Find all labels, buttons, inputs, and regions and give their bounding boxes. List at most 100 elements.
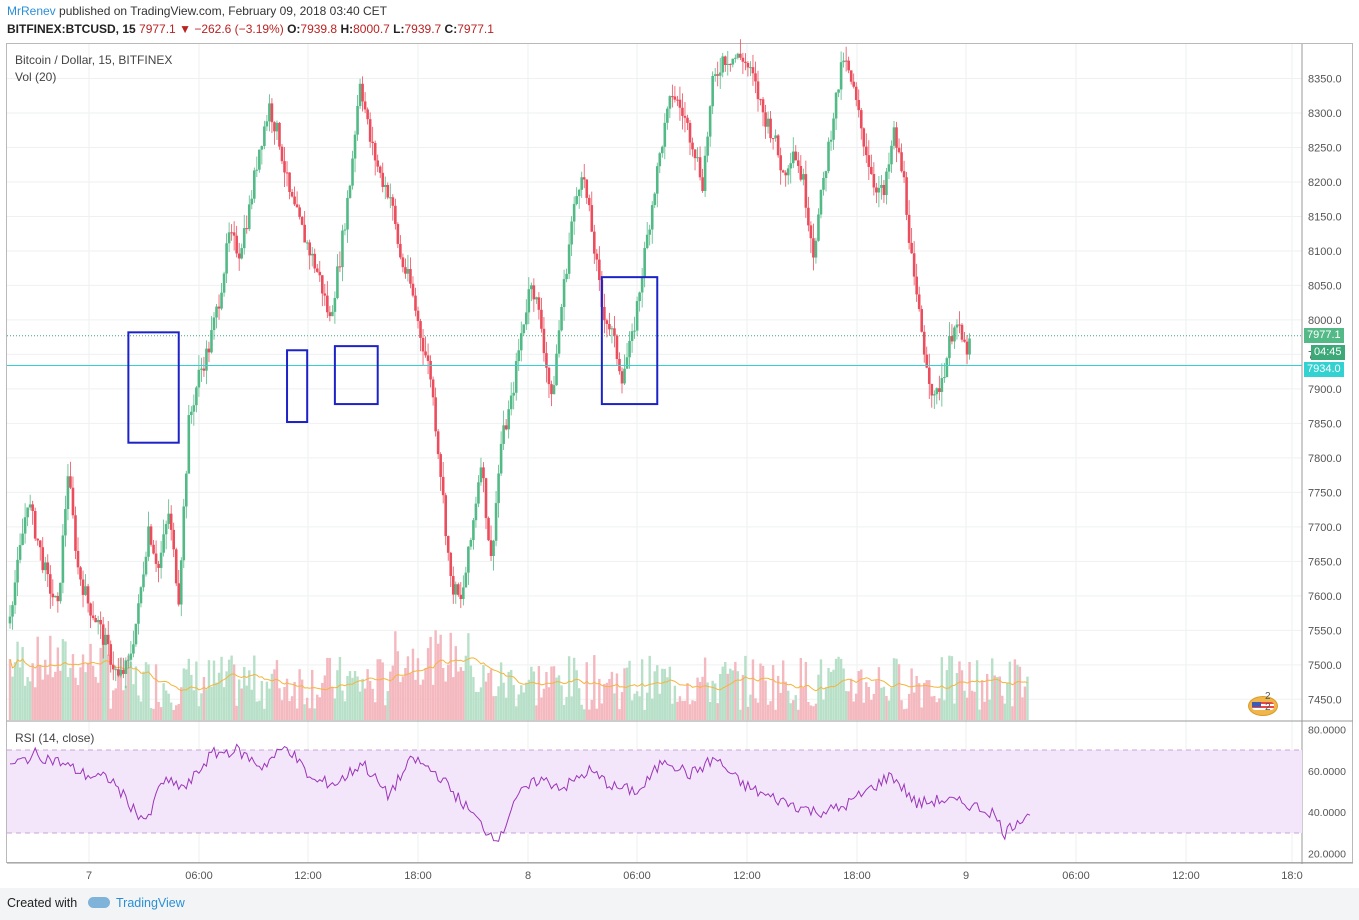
volume-bar [479,687,483,720]
volume-bar [774,709,777,720]
candle-body [454,584,458,595]
candle-body [653,193,657,206]
time-tick-label: 12:00 [1172,870,1200,882]
volume-bar [784,681,787,720]
volume-bar [983,701,986,720]
volume-bar [391,665,395,720]
volume-bar [520,685,523,720]
candle-body [154,553,158,564]
price-axis-labels: 8350.0 8300.0 8250.0 8200.0 8150.0 8100.0 8050… [1308,73,1342,706]
time-axis-labels: 7 06:00 12:00 18:00 8 06:00 12:00 18:00 9 06:00 12… [86,870,1303,882]
volume-bar [76,685,80,720]
high-label: H: [340,22,354,36]
volume-bar [164,690,168,720]
volume-bar [250,689,253,720]
candle-body [570,221,573,245]
candle-body [512,392,516,396]
volume-bar [761,665,765,720]
candle-body [859,110,863,129]
volume-bar [288,701,291,720]
candle-body [197,369,201,388]
volume-bar [736,671,740,720]
volume-bar [441,667,445,720]
series-legend[interactable]: Bitcoin / Dollar, 15, BITFINEX [15,53,173,67]
volume-bar [144,662,148,720]
volume-bar [766,704,770,720]
candle-body [313,253,317,269]
candle-body [215,306,218,318]
volume-bar [338,656,342,720]
candle-body [519,333,523,351]
volume-bar [49,635,52,720]
candle-body [439,454,442,477]
volume-bar [583,709,586,720]
volume-bar [975,660,979,720]
candle-body [76,550,80,568]
volume-bar [64,641,67,720]
candle-body [922,331,926,355]
volume-bar [371,688,374,720]
candle-body [706,136,709,156]
volume-legend[interactable]: Vol (20) [15,70,57,84]
candle-body [910,242,913,254]
candle-body [696,157,699,159]
rsi-legend[interactable]: RSI (14, close) [15,731,95,745]
volume-ma-line [9,657,1028,692]
candle-body [935,388,939,395]
volume-bar [149,707,153,720]
volume-bar [66,677,70,720]
tradingview-link[interactable]: TradingView [88,896,185,910]
candle-body [91,615,95,619]
candle-body [368,119,372,142]
candle-body [396,224,400,244]
candle-body [854,86,858,101]
candle-body [968,338,971,355]
candle-body [726,63,730,65]
volume-bar [421,679,425,720]
volume-bar [973,691,976,720]
volume-bar [739,709,742,720]
volume-bar [8,659,12,720]
volume-bar [240,688,243,720]
volume-bar [857,671,860,720]
time-tick-label: 18:00 [843,870,871,882]
volume-bar [462,670,465,720]
volume-bar [537,666,541,720]
volume-bar [555,677,558,720]
candle-body [268,103,271,122]
volume-bar [434,630,437,720]
candle-body [864,146,868,156]
candle-body [701,177,704,191]
candle-body [744,61,747,63]
volume-bar [366,669,369,720]
candle-body [844,60,848,62]
author-link[interactable]: MrRenev [7,4,56,18]
volume-bar [341,690,344,720]
candle-body [540,309,543,329]
volume-bar [719,673,722,720]
candle-body [590,205,594,232]
volume-bar [46,674,49,720]
events-marker-icon[interactable]: 2 2 [1248,691,1278,716]
volume-bar [625,667,629,720]
candle-body [237,253,241,259]
volume-bar [414,679,417,720]
candle-body [111,664,115,670]
volume-bar [648,655,651,720]
rsi-axis-labels: 80.0000 60.0000 40.0000 20.0000 [1308,724,1346,860]
candle-body [681,107,684,116]
candle-body [535,297,538,300]
volume-bar [681,700,684,720]
candle-body [499,443,503,474]
volume-bar [129,662,133,720]
candle-body [713,74,717,76]
volume-bar [781,660,785,720]
volume-bar [754,698,757,720]
volume-bar [779,692,782,720]
candle-body [847,60,850,71]
candle-body [456,584,460,595]
volume-bar [13,662,17,720]
time-tick-label: 06:00 [1062,870,1090,882]
price-chart[interactable]: 8350.0 8300.0 8250.0 8200.0 8150.0 8100.0 8050… [0,0,1359,888]
volume-bar [447,664,450,720]
